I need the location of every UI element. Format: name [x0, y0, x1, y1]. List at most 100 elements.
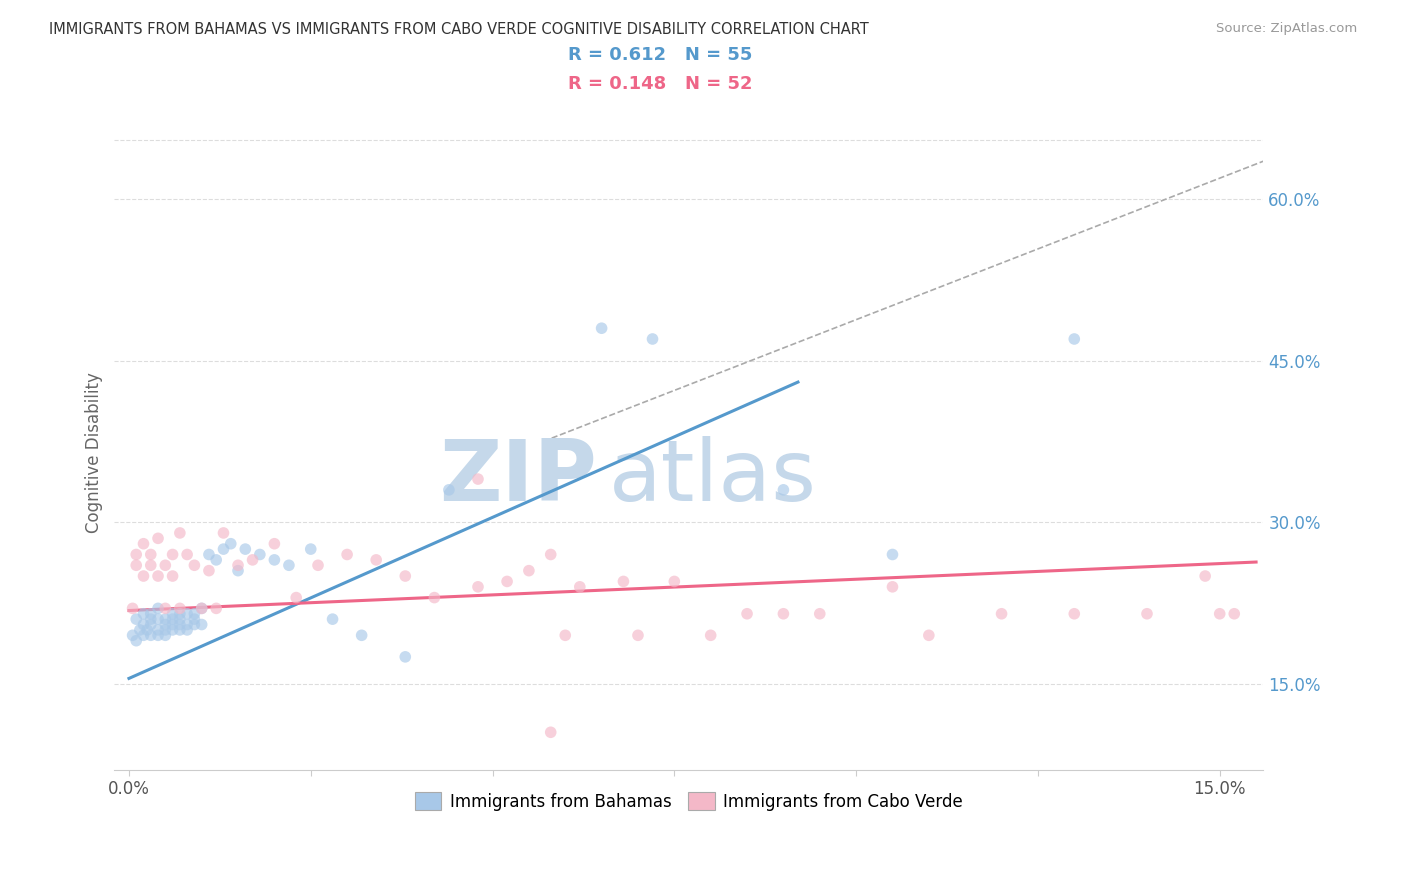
Point	[155, 623, 177, 637]
Point	[128, 623, 150, 637]
Text: atlas: atlas	[609, 436, 817, 519]
Point	[169, 607, 191, 621]
Point	[540, 548, 562, 562]
Point	[183, 612, 205, 626]
Point	[162, 548, 184, 562]
Point	[299, 542, 322, 557]
Point	[285, 591, 308, 605]
Point	[139, 548, 162, 562]
Point	[146, 628, 169, 642]
Point	[699, 628, 721, 642]
Point	[219, 537, 242, 551]
Point	[155, 601, 177, 615]
Point	[540, 725, 562, 739]
Point	[496, 574, 519, 589]
Text: ZIP: ZIP	[439, 436, 598, 519]
Point	[139, 617, 162, 632]
Point	[554, 628, 576, 642]
Point	[183, 558, 205, 573]
Point	[136, 623, 159, 637]
Point	[263, 553, 285, 567]
Point	[155, 628, 177, 642]
Point	[169, 612, 191, 626]
Point	[169, 617, 191, 632]
Point	[139, 612, 162, 626]
Point	[1063, 332, 1085, 346]
Point	[125, 558, 148, 573]
Point	[249, 548, 271, 562]
Point	[1063, 607, 1085, 621]
Point	[146, 623, 169, 637]
Point	[190, 617, 212, 632]
Point	[162, 612, 184, 626]
Point	[162, 623, 184, 637]
Point	[190, 601, 212, 615]
Point	[139, 607, 162, 621]
Point	[350, 628, 373, 642]
Point	[139, 628, 162, 642]
Point	[125, 548, 148, 562]
Point	[772, 483, 794, 497]
Point	[664, 574, 686, 589]
Point	[591, 321, 613, 335]
Point	[146, 601, 169, 615]
Text: R = 0.148   N = 52: R = 0.148 N = 52	[568, 75, 752, 93]
Y-axis label: Cognitive Disability: Cognitive Disability	[86, 372, 103, 533]
Point	[125, 612, 148, 626]
Point	[205, 601, 228, 615]
Point	[198, 548, 221, 562]
Point	[517, 564, 540, 578]
Point	[198, 564, 221, 578]
Point	[882, 548, 904, 562]
Point	[226, 558, 249, 573]
Point	[169, 525, 191, 540]
Text: IMMIGRANTS FROM BAHAMAS VS IMMIGRANTS FROM CABO VERDE COGNITIVE DISABILITY CORRE: IMMIGRANTS FROM BAHAMAS VS IMMIGRANTS FR…	[49, 22, 869, 37]
Point	[437, 483, 460, 497]
Point	[467, 580, 489, 594]
Point	[394, 569, 416, 583]
Point	[169, 623, 191, 637]
Point	[121, 628, 143, 642]
Text: R = 0.612   N = 55: R = 0.612 N = 55	[568, 45, 752, 63]
Point	[162, 617, 184, 632]
Point	[918, 628, 941, 642]
Point	[212, 542, 235, 557]
Point	[226, 564, 249, 578]
Point	[212, 525, 235, 540]
Point	[263, 537, 285, 551]
Point	[808, 607, 831, 621]
Point	[336, 548, 359, 562]
Point	[155, 612, 177, 626]
Point	[641, 332, 664, 346]
Point	[190, 601, 212, 615]
Point	[132, 617, 155, 632]
Point	[735, 607, 758, 621]
Point	[568, 580, 591, 594]
Point	[423, 591, 446, 605]
Point	[139, 558, 162, 573]
Point	[1209, 607, 1232, 621]
Point	[162, 607, 184, 621]
Point	[146, 532, 169, 546]
Point	[132, 569, 155, 583]
Point	[394, 649, 416, 664]
Point	[612, 574, 634, 589]
Point	[132, 628, 155, 642]
Point	[132, 607, 155, 621]
Text: Source: ZipAtlas.com: Source: ZipAtlas.com	[1216, 22, 1357, 36]
Point	[121, 601, 143, 615]
Point	[155, 558, 177, 573]
Point	[155, 617, 177, 632]
Point	[277, 558, 299, 573]
Point	[1194, 569, 1216, 583]
Point	[205, 553, 228, 567]
Point	[242, 553, 264, 567]
Point	[176, 607, 198, 621]
Point	[322, 612, 344, 626]
Point	[307, 558, 329, 573]
Point	[233, 542, 256, 557]
Point	[176, 548, 198, 562]
Point	[162, 569, 184, 583]
Point	[1136, 607, 1159, 621]
Point	[366, 553, 388, 567]
